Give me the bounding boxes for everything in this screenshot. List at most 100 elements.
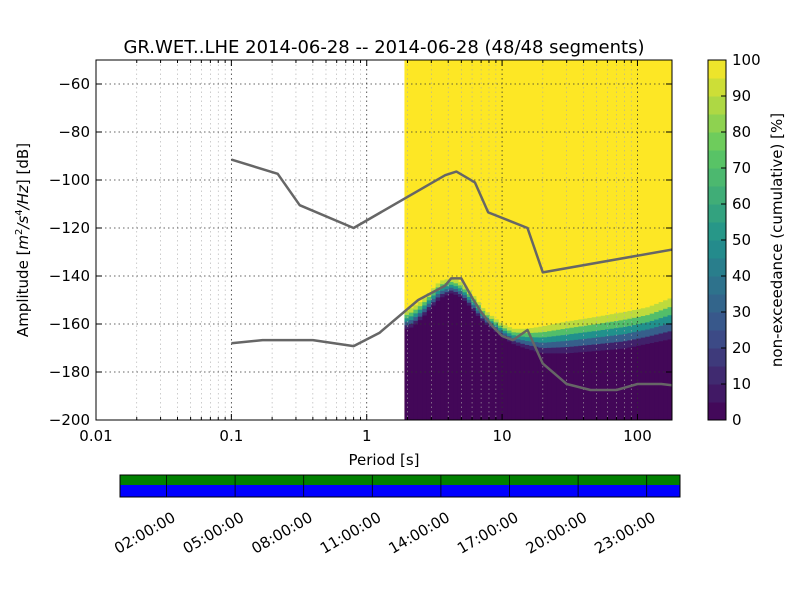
heatmap-cell [511,331,517,336]
heatmap-cell [484,321,490,325]
heatmap-cell [654,311,660,320]
colorbar-segment [708,150,726,169]
heatmap-cell [471,310,477,420]
heatmap-cell [511,334,517,339]
heatmap-cell [582,338,588,346]
heatmap-cell [520,346,526,420]
heatmap-cell [542,342,548,349]
colorbar-segment [708,204,726,223]
heatmap-cell [515,338,521,343]
heatmap-cell [667,298,672,308]
heatmap-cell [457,290,464,295]
heatmap-cell [515,328,521,333]
heatmap-cell [600,315,606,324]
heatmap-cell [462,288,468,293]
heatmap-cell [573,326,579,334]
heatmap-cell [582,351,588,420]
heatmap-cell [431,288,437,293]
colorbar-segment [708,240,726,259]
heatmap-cell [649,305,655,314]
heatmap-cell [663,316,669,325]
heatmap-cell [627,325,633,334]
heatmap-cell [475,315,481,420]
heatmap-cell [667,314,672,324]
heatmap-cell [529,340,535,346]
heatmap-cell [600,329,606,337]
heatmap-cell [453,279,459,284]
heatmap-cell [520,335,526,341]
heatmap-cell [578,319,584,327]
heatmap-cell [475,310,481,314]
heatmap-cell [582,344,588,352]
heatmap-cell [649,335,655,344]
heatmap-cell [529,332,535,338]
y-tick-label: −180 [49,363,90,381]
heatmap-cell [466,302,472,306]
colorbar-segment [708,348,726,367]
heatmap-cell [591,337,597,345]
heatmap-cell [480,317,486,321]
heatmap-cell [502,325,508,329]
heatmap-cell [636,309,642,317]
heatmap-cell [640,344,646,420]
heatmap-cell [605,328,611,337]
heatmap-cell [404,321,410,326]
heatmap-cell [622,319,629,327]
heatmap-cell [578,338,584,346]
heatmap-cell [618,312,624,321]
heatmap-cell [551,352,557,420]
heatmap-cell [533,327,539,333]
heatmap-cell [538,352,544,420]
heatmap-cell [542,336,548,343]
heatmap-cell [462,297,468,301]
heatmap-cell [667,338,672,420]
heatmap-cell [587,331,593,339]
heatmap-cell [542,347,548,354]
heatmap-cell [417,312,423,317]
heatmap-cell [444,279,450,284]
time-tick-label: 11:00:00 [317,508,384,557]
heatmap-cell [408,319,414,324]
colorbar-ticks: 0 10 20 30 40 50 60 70 80 90 100 [721,51,761,429]
heatmap-cell [466,305,472,420]
heatmap-cell [631,324,637,333]
heatmap-cell [667,322,672,332]
heatmap-cell [591,350,597,420]
heatmap-cell [631,346,637,420]
heatmap-cell [587,337,593,345]
heatmap-cell [600,349,606,420]
heatmap-cell [645,307,651,316]
plot-frame [95,59,673,421]
heatmap-cell [591,317,597,325]
colorbar-tick-label: 50 [732,231,751,249]
heatmap-cell [449,281,455,285]
heatmap-cell [627,339,633,348]
heatmap-cell [618,326,624,335]
heatmap-cell [435,293,441,298]
x-tick-label: 0.01 [79,427,112,445]
heatmap-cell [466,299,472,303]
heatmap-cell [564,346,571,354]
heatmap-cell [524,340,530,345]
heatmap-cell [596,316,602,324]
heatmap-cell [502,332,508,336]
colorbar-segment [708,96,726,115]
heatmap-cell [502,330,508,334]
heatmap-cell [547,352,553,420]
heatmap-cell [440,286,446,291]
heatmap-cell [538,326,544,333]
heatmap-cell [649,327,655,336]
heatmap-cell [622,340,629,349]
heatmap-cell [547,341,553,348]
heatmap-cell [524,344,530,349]
time-tick-label: 20:00:00 [523,508,590,557]
heatmap-cell [413,323,419,420]
heatmap-cell [547,330,553,337]
heatmap-cell [658,340,664,420]
heatmap-cell [417,302,423,307]
colorbar-segment [708,132,726,151]
heatmap-cell [408,326,414,420]
heatmap-cell [507,340,513,420]
heatmap-cell [480,310,486,314]
heatmap-cell [600,336,606,344]
